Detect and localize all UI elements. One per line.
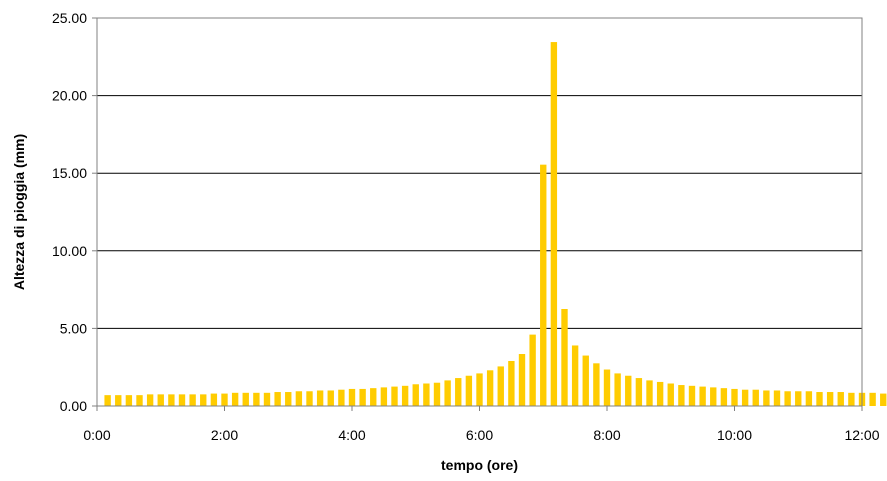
- bar: [773, 390, 781, 406]
- bar: [763, 390, 770, 406]
- bar: [826, 392, 834, 406]
- bar: [752, 389, 759, 406]
- bar: [784, 391, 791, 406]
- x-tick-label: 4:00: [338, 427, 365, 443]
- bar: [242, 392, 249, 406]
- bar: [433, 382, 441, 406]
- bar: [348, 388, 356, 406]
- bar: [423, 383, 430, 406]
- bar: [688, 385, 696, 406]
- x-tick-label: 10:00: [717, 427, 752, 443]
- bar: [253, 392, 260, 406]
- bar: [306, 391, 313, 406]
- bar: [635, 378, 643, 406]
- bar: [540, 164, 547, 406]
- bar: [401, 385, 409, 406]
- bar: [561, 309, 568, 406]
- y-tick-label: 10.00: [52, 243, 87, 259]
- bar: [550, 42, 558, 407]
- bar: [338, 389, 345, 406]
- bar: [295, 391, 303, 406]
- bar: [210, 393, 218, 406]
- x-tick-label: 6:00: [466, 427, 493, 443]
- bar: [497, 366, 504, 406]
- bar: [614, 373, 621, 406]
- bar: [518, 354, 526, 406]
- bar: [571, 345, 579, 406]
- x-tick-label: 2:00: [211, 427, 238, 443]
- bar: [529, 334, 536, 406]
- bar: [805, 391, 813, 406]
- bar: [263, 392, 271, 406]
- bar: [869, 392, 876, 406]
- bar: [115, 395, 122, 406]
- y-tick-label: 15.00: [52, 165, 87, 181]
- bar: [412, 384, 419, 406]
- y-tick-label: 5.00: [60, 320, 87, 336]
- bar: [104, 395, 111, 406]
- bar: [465, 375, 473, 406]
- bar: [178, 394, 186, 406]
- bar: [646, 380, 653, 406]
- bar: [508, 360, 515, 406]
- bar: [699, 386, 706, 406]
- bar: [678, 385, 685, 406]
- bar: [582, 355, 589, 406]
- bar: [285, 392, 292, 406]
- bar: [125, 395, 133, 406]
- bar: [370, 388, 377, 406]
- bar: [593, 363, 600, 406]
- y-tick-label: 25.00: [52, 10, 87, 26]
- bar: [476, 373, 483, 406]
- y-tick-label: 0.00: [60, 398, 87, 414]
- bar: [136, 395, 143, 406]
- x-tick-label: 12:00: [844, 427, 879, 443]
- bar: [316, 390, 324, 406]
- bar: [391, 386, 398, 406]
- x-tick-label: 0:00: [83, 427, 110, 443]
- bar: [656, 381, 664, 406]
- bar: [741, 389, 749, 406]
- bar: [221, 393, 228, 406]
- y-axis-title: Altezza di pioggia (mm): [11, 134, 27, 290]
- bar: [380, 387, 388, 406]
- bar-series: [104, 42, 887, 407]
- bar: [837, 392, 844, 406]
- bar: [667, 383, 674, 406]
- bar: [455, 378, 462, 406]
- x-axis-ticks: 0:00 2:00 4:00 6:00 8:00 10:00 12:00: [83, 406, 880, 443]
- bar: [231, 392, 239, 406]
- bar: [359, 388, 366, 406]
- bar: [200, 394, 207, 406]
- y-tick-label: 20.00: [52, 88, 87, 104]
- bar: [444, 380, 451, 406]
- bar: [146, 394, 154, 406]
- bar: [157, 394, 164, 406]
- bar: [710, 387, 717, 406]
- bar: [486, 370, 494, 406]
- bar: [720, 388, 728, 406]
- bar: [880, 393, 887, 406]
- bar: [274, 392, 281, 406]
- bar: [189, 394, 196, 406]
- bar: [848, 392, 855, 406]
- bar: [603, 369, 611, 406]
- bar: [816, 392, 823, 406]
- bar: [625, 375, 632, 406]
- x-axis-title: tempo (ore): [441, 457, 518, 473]
- bar: [795, 391, 802, 406]
- y-axis-ticks: 0.00 5.00 10.00 15.00 20.00 25.00: [52, 10, 97, 414]
- gridlines: [97, 95, 862, 329]
- bar: [731, 388, 738, 406]
- bar: [168, 394, 175, 406]
- x-tick-label: 8:00: [593, 427, 620, 443]
- bar: [327, 390, 334, 406]
